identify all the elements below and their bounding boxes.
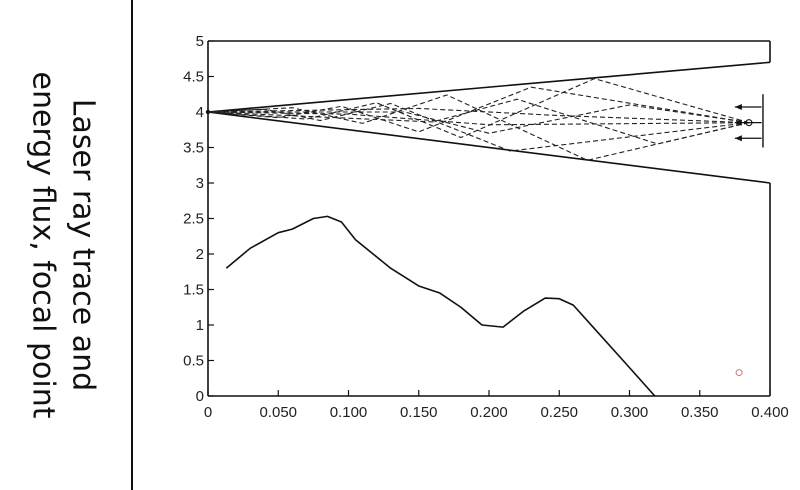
ray-paths bbox=[207, 78, 750, 161]
y-tick-label: 1 bbox=[196, 317, 204, 334]
y-tick-label: 0 bbox=[196, 388, 204, 405]
y-tick-label: 0.5 bbox=[183, 353, 204, 370]
y-tick-label: 5 bbox=[196, 33, 204, 50]
ray-path bbox=[207, 111, 749, 126]
x-tick-label: 0.200 bbox=[470, 404, 508, 421]
y-tick-label: 2.5 bbox=[183, 211, 204, 228]
x-tick-label: 0 bbox=[204, 404, 212, 421]
y-tick-label: 2 bbox=[196, 246, 204, 263]
small-circle-marker bbox=[735, 369, 743, 377]
x-tick-label: 0.100 bbox=[330, 404, 368, 421]
x-tick-label: 0.250 bbox=[540, 404, 578, 421]
source-arrowhead bbox=[734, 104, 742, 111]
ray-path bbox=[207, 102, 749, 152]
side-title-line-2: energy flux, focal point bbox=[25, 71, 61, 419]
source-arrowhead bbox=[734, 119, 742, 126]
ray-path bbox=[207, 78, 750, 139]
axes: 0 0.5 1 1.5 2 2.5 3 3.5 4 4.5 5 0 0.050 0.100 0.150 0.2… bbox=[183, 33, 789, 421]
ray-trace-chart: 0 0.5 1 1.5 2 2.5 3 3.5 4 4.5 5 0 0.050 0.100 0.150 0.2… bbox=[183, 33, 789, 421]
ray-path bbox=[207, 107, 749, 124]
channel-lower-wall bbox=[207, 111, 771, 184]
x-tick-label: 0.300 bbox=[611, 404, 649, 421]
ray-path bbox=[207, 98, 750, 145]
channel-upper-wall bbox=[207, 61, 771, 113]
x-tick-label: 0.350 bbox=[681, 404, 719, 421]
ray-path bbox=[208, 104, 750, 134]
y-tick-label: 4.5 bbox=[183, 69, 204, 86]
x-tick-label: 0.400 bbox=[751, 404, 789, 421]
x-tick-label: 0.150 bbox=[400, 404, 438, 421]
channel-walls bbox=[205, 61, 771, 184]
energy-flux-curve bbox=[225, 215, 656, 397]
x-tick-label: 0.050 bbox=[259, 404, 297, 421]
vertical-divider bbox=[131, 0, 133, 490]
ray-path bbox=[207, 94, 750, 161]
beam-origin bbox=[745, 119, 753, 127]
side-title-line-1: Laser ray trace and bbox=[65, 98, 101, 392]
y-tick-label: 3 bbox=[196, 175, 204, 192]
ray-path bbox=[207, 86, 750, 133]
y-tick-label: 4 bbox=[196, 104, 204, 121]
y-tick-label: 1.5 bbox=[183, 282, 204, 299]
source-markers bbox=[734, 94, 764, 377]
y-tick-label: 3.5 bbox=[183, 140, 204, 157]
side-title: Laser ray trace and energy flux, focal p… bbox=[0, 0, 124, 490]
source-arrowhead bbox=[734, 135, 742, 142]
energy-flux-line bbox=[225, 215, 656, 397]
